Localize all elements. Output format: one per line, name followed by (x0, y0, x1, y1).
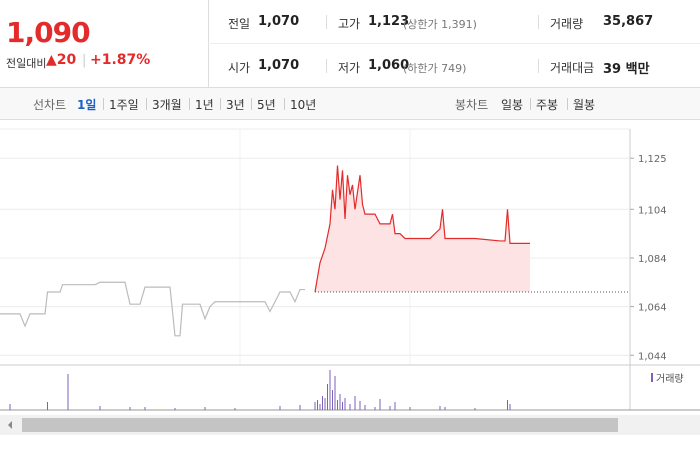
volume-bar (174, 408, 176, 410)
y-tick-label: 1,125 (638, 154, 667, 165)
sep (220, 98, 221, 110)
sep (538, 59, 539, 73)
volume-bar (474, 408, 476, 410)
info-label: 시가 (228, 61, 251, 75)
sep (530, 98, 531, 110)
volume-bar (339, 394, 341, 410)
volume-bar (344, 398, 346, 410)
volume-bar (234, 408, 236, 410)
volume-bar (334, 376, 336, 410)
volume-bar (337, 400, 338, 410)
volume-bar (444, 407, 446, 410)
tab[interactable]: 3개월 (152, 98, 182, 112)
info-note: (하한가 749) (403, 62, 467, 75)
volume-bar (204, 407, 206, 410)
tab[interactable]: 5년 (257, 98, 276, 112)
info-value: 1,060 (368, 58, 410, 73)
sep (146, 98, 147, 110)
scroll-left[interactable] (8, 421, 12, 429)
volume-bar (329, 370, 331, 410)
y-tick-label: 1,084 (638, 254, 667, 265)
tab-bar (0, 88, 700, 120)
volume-bar (394, 402, 396, 410)
volume-bar (507, 400, 508, 410)
volume-bar (364, 405, 366, 410)
volume-bar (374, 407, 376, 410)
volume-bar (379, 399, 381, 410)
volume-bar (279, 406, 281, 410)
info-label: 거래량 (550, 17, 584, 31)
volume-bar (314, 402, 316, 410)
sep (251, 98, 252, 110)
tab[interactable]: 월봉 (573, 98, 596, 112)
change: ▲20 (46, 52, 77, 68)
tab[interactable]: 일봉 (501, 98, 524, 112)
tab-group-title: 봉차트 (455, 98, 489, 112)
sep (567, 98, 568, 110)
price: 1,090 (6, 16, 91, 49)
sep (284, 98, 285, 110)
info-value: 39 백만 (603, 62, 650, 77)
tab[interactable]: 10년 (290, 98, 317, 112)
volume-bar (439, 406, 441, 410)
volume-bar (324, 398, 326, 410)
tab-group-title: 선차트 (33, 98, 67, 112)
info-value: 1,123 (368, 14, 410, 29)
change-label: 전일대비 (6, 57, 47, 70)
line (314, 165, 530, 293)
scroll-thumb[interactable] (22, 418, 618, 432)
header (0, 0, 700, 88)
info-label: 저가 (338, 61, 361, 75)
volume-bar (332, 390, 333, 410)
volume-bar (67, 374, 69, 410)
sep (538, 15, 539, 29)
legend-label: 거래량 (656, 373, 684, 385)
divider (208, 43, 700, 44)
volume-bar (317, 400, 318, 410)
tab[interactable]: 주봉 (536, 98, 559, 112)
y-tick-label: 1,064 (638, 303, 667, 314)
volume-bar (327, 384, 328, 410)
tab[interactable]: 1일 (77, 98, 97, 112)
volume-bar (389, 406, 391, 410)
y-tick-label: 1,104 (638, 205, 667, 216)
area (315, 165, 530, 293)
info-label: 전일 (228, 17, 251, 31)
info-value: 1,070 (258, 58, 300, 73)
info-value: 35,867 (603, 14, 654, 29)
volume-bar (319, 404, 321, 410)
sep (326, 15, 327, 29)
volume-bar (409, 407, 411, 410)
volume-bar (129, 407, 131, 410)
change-pct: +1.87% (90, 52, 151, 68)
volume-bar (299, 405, 301, 410)
tab[interactable]: 1주일 (109, 98, 139, 112)
volume-bar (354, 396, 356, 410)
info-label: 고가 (338, 17, 361, 31)
volume-bar (47, 402, 48, 410)
info-label: 거래대금 (550, 61, 595, 75)
line (0, 281, 305, 337)
sep (103, 98, 104, 110)
tab[interactable]: 3년 (226, 98, 245, 112)
info-value: 1,070 (258, 14, 300, 29)
legend-swatch (651, 373, 653, 382)
tab[interactable]: 1년 (195, 98, 214, 112)
volume-bar (322, 396, 323, 410)
info-note: (상한가 1,391) (403, 18, 477, 31)
volume-bar (349, 404, 351, 410)
volume-bar (9, 404, 11, 410)
sep: | (82, 53, 87, 68)
volume-bar (342, 402, 343, 410)
sep (189, 98, 190, 110)
volume-bar (359, 401, 361, 410)
volume-bar (144, 407, 146, 410)
sep (326, 59, 327, 73)
y-tick-label: 1,044 (638, 351, 667, 362)
volume-bar (509, 404, 511, 410)
volume-bar (99, 406, 101, 410)
